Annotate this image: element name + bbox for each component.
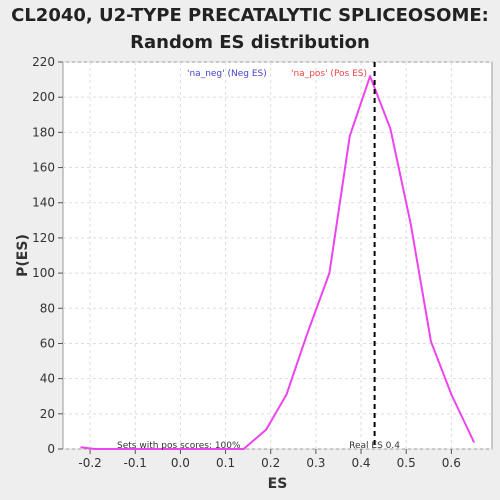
x-axis-label: ES [268,476,288,492]
data-point [285,393,288,396]
y-tick-label: 140 [32,196,55,210]
x-tick-label: 0.5 [397,456,416,470]
data-point [450,393,453,396]
data-point [242,448,245,450]
data-point [265,428,268,431]
y-tick-label: 180 [32,125,55,139]
chart-title-line-2: Random ES distribution [130,32,370,53]
chart-title-line-1: CL2040, U2-TYPE PRECATALYTIC SPLICEOSOME… [11,5,489,26]
grid-lines [63,61,492,450]
legend-pos-es: 'na_pos' (Pos ES) [291,69,367,79]
y-axis-label: P(ES) [15,234,31,277]
data-point [202,448,204,450]
data-point [430,340,432,343]
plot-area [62,61,493,450]
legend-neg-es: 'na_neg' (Neg ES) [187,69,267,79]
data-point [369,75,371,77]
x-tick-label: 0.1 [216,456,235,470]
y-tick-label: 100 [32,266,55,280]
data-point [306,333,308,336]
data-point [328,272,331,274]
x-tick-label: 0.2 [261,456,280,470]
pos-scores-annotation: Sets with pos scores: 100% [117,441,241,451]
x-tick-label: -0.2 [78,456,101,470]
x-tick-label: -0.1 [124,456,147,470]
y-tick-label: 0 [47,442,55,456]
x-tick-label: 0.0 [171,456,190,470]
real-es-label: Real ES 0.4 [349,441,400,451]
data-point [473,441,475,443]
y-tick-label: 80 [40,301,55,315]
data-point [120,448,123,450]
y-tick-label: 220 [32,55,55,69]
y-tick-label: 120 [32,231,55,245]
data-point [348,135,351,137]
x-tick-label: 0.6 [442,456,461,470]
y-tick-label: 40 [40,372,55,386]
x-tick-label: 0.4 [351,456,370,470]
y-tick-label: 20 [40,407,55,421]
data-point [409,223,412,225]
data-point [179,448,182,450]
axes: -0.2 -0.1 0.0 0.1 0.2 0.3 0.4 0.5 0.6 0 20 40 60 80 10… [32,55,461,470]
data-point [93,448,96,450]
y-tick-label: 200 [32,90,55,104]
series-layer [80,75,475,450]
data-point [389,128,392,130]
y-tick-label: 160 [32,161,55,175]
data-point [220,448,222,450]
y-tick-label: 60 [40,336,55,350]
annotations: Real ES 0.4 Sets with pos scores: 100% 'na… [117,62,400,451]
data-point [138,448,141,450]
x-tick-label: 0.3 [306,456,325,470]
data-point [80,446,82,449]
